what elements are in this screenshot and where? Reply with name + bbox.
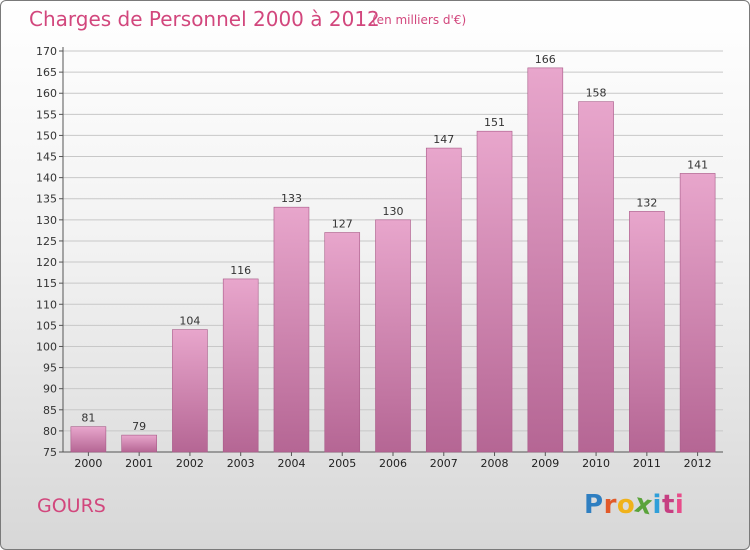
data-label: 116 — [230, 264, 251, 277]
x-tick-label: 2005 — [328, 457, 356, 470]
bar-2002 — [172, 329, 208, 453]
y-tick-label: 105 — [36, 319, 57, 332]
logo-letter: i — [674, 490, 685, 520]
data-label: 130 — [383, 205, 404, 218]
bar-2003 — [222, 278, 259, 453]
bar-2005 — [324, 232, 361, 453]
bar-2008 — [476, 130, 513, 453]
x-tick-label: 2002 — [176, 457, 204, 470]
y-tick-label: 100 — [36, 340, 57, 353]
bar-2011 — [629, 211, 665, 453]
data-label: 127 — [332, 218, 353, 231]
x-tick-label: 2003 — [227, 457, 255, 470]
bars — [70, 67, 716, 453]
bar-2001 — [121, 434, 157, 453]
y-tick-label: 110 — [36, 298, 57, 311]
bar-2000 — [70, 426, 107, 453]
logo-letter: t — [661, 490, 675, 520]
data-label: 158 — [586, 87, 607, 100]
y-tick-label: 170 — [36, 45, 57, 58]
bar-2010 — [578, 101, 614, 453]
y-tick-label: 115 — [36, 277, 57, 290]
x-tick-label: 2004 — [277, 457, 305, 470]
x-tick-label: 2009 — [531, 457, 559, 470]
x-tick-label: 2008 — [481, 457, 509, 470]
logo-letter: P — [584, 490, 604, 520]
bar-2007 — [425, 147, 462, 453]
y-tick-label: 85 — [43, 404, 57, 417]
y-tick-label: 155 — [36, 108, 57, 121]
logo-letter: o — [616, 490, 636, 520]
bar-2004 — [273, 206, 310, 453]
x-tick-label: 2000 — [74, 457, 102, 470]
x-tick-label: 2006 — [379, 457, 407, 470]
data-label: 141 — [687, 158, 708, 171]
y-tick-label: 120 — [36, 256, 57, 269]
x-tick-label: 2011 — [633, 457, 661, 470]
y-tick-label: 90 — [43, 383, 57, 396]
proxiti-logo[interactable]: Proxiti — [584, 489, 685, 522]
logo-letter: i — [652, 490, 662, 520]
data-label: 79 — [132, 420, 146, 433]
bar-2012 — [679, 173, 716, 453]
y-tick-label: 125 — [36, 235, 57, 248]
y-tick-label: 135 — [36, 193, 57, 206]
logo-letter: r — [603, 490, 617, 520]
chart-title: Charges de Personnel 2000 à 2012 — [29, 7, 380, 31]
data-label: 147 — [433, 133, 454, 146]
y-tick-label: 150 — [36, 129, 57, 142]
data-label: 132 — [636, 196, 657, 209]
commune-name: GOURS — [37, 495, 106, 517]
chart-subtitle: (en milliers d'€) — [372, 13, 467, 27]
y-tick-label: 95 — [43, 362, 57, 375]
x-tick-label: 2001 — [125, 457, 153, 470]
x-tick-label: 2007 — [430, 457, 458, 470]
bar-2009 — [527, 67, 564, 453]
data-label: 104 — [179, 315, 200, 328]
data-label: 166 — [535, 53, 556, 66]
data-label: 151 — [484, 116, 505, 129]
y-tick-label: 80 — [43, 425, 57, 438]
data-label: 81 — [81, 412, 95, 425]
data-label: 133 — [281, 192, 302, 205]
y-tick-label: 130 — [36, 214, 57, 227]
y-tick-label: 160 — [36, 87, 57, 100]
x-tick-label: 2012 — [684, 457, 712, 470]
y-tick-label: 145 — [36, 151, 57, 164]
y-tick-label: 140 — [36, 172, 57, 185]
bar-2006 — [375, 219, 411, 453]
x-tick-label: 2010 — [582, 457, 610, 470]
y-tick-label: 165 — [36, 66, 57, 79]
y-tick-label: 75 — [43, 446, 57, 459]
data-labels: 81 79 104 116 133 127 130 147 151 166 158 132 141 — [81, 53, 708, 433]
